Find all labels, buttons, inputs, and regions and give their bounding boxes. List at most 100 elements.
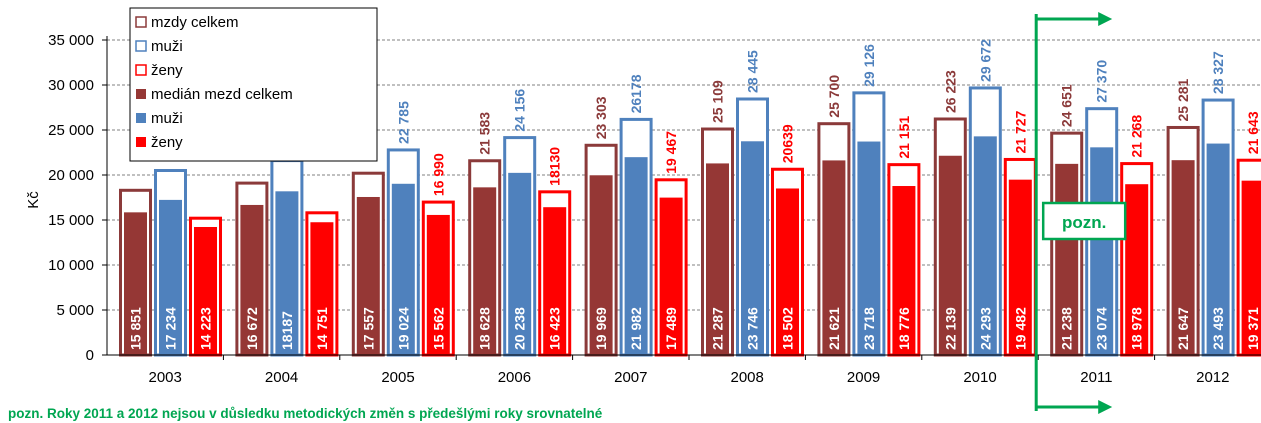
bar-filled — [426, 214, 450, 355]
x-tick-label: 2007 — [614, 369, 647, 386]
pozn-box-label: pozn. — [1062, 213, 1106, 232]
bar-value-label: 14 223 — [198, 307, 214, 350]
bar-filled — [391, 183, 415, 355]
bar-value-label: 26178 — [628, 74, 644, 113]
legend-swatch — [136, 137, 146, 147]
legend-entry-label: muži — [151, 110, 183, 127]
bar-value-label: 21 268 — [1129, 115, 1145, 158]
bar-filled — [1090, 147, 1114, 355]
bar-value-label: 21 151 — [896, 116, 912, 159]
bar-value-label: 15 562 — [430, 307, 446, 350]
y-tick-label: 15 000 — [48, 212, 94, 229]
x-tick-label: 2003 — [149, 369, 182, 386]
bar-value-label: 24 156 — [512, 89, 528, 132]
bar-value-label: 19 024 — [395, 307, 411, 350]
y-tick-label: 0 — [86, 347, 94, 364]
bar-filled — [706, 163, 729, 355]
legend-swatch — [135, 16, 147, 28]
bar-value-label: 18187 — [279, 311, 295, 350]
arrow-bottom-head — [1098, 400, 1113, 414]
legend-entry-label: mzdy celkem — [151, 14, 239, 31]
bar-filled — [973, 136, 997, 355]
bar-filled — [1206, 143, 1230, 355]
legend-swatch — [136, 89, 146, 99]
bar-filled — [473, 187, 497, 355]
data-labels: 21 583 23 303 25 109 25 700 26 223 24 651 25 2… — [128, 39, 1261, 350]
bar-filled — [776, 188, 799, 355]
bar-filled — [822, 160, 846, 355]
bars — [119, 86, 1261, 357]
arrow-top-head — [1098, 12, 1113, 26]
bar-value-label: 16 423 — [547, 307, 563, 350]
bar-value-label: 28 445 — [745, 50, 761, 93]
bar-value-label: 21 727 — [1012, 110, 1028, 153]
x-tick-label: 2005 — [381, 369, 414, 386]
bar-value-label: 21 643 — [1245, 111, 1261, 154]
legend-entry-label: ženy — [151, 62, 183, 79]
x-tick-label: 2004 — [265, 369, 298, 386]
bar-filled — [624, 157, 648, 355]
bar-value-label: 23 493 — [1210, 307, 1226, 350]
footnote: pozn. Roky 2011 a 2012 nejsou v důsledku… — [8, 406, 603, 421]
bar-filled — [240, 204, 264, 355]
bar-value-label: 19 969 — [593, 307, 609, 350]
y-tick-label: 25 000 — [48, 122, 94, 139]
x-tick-label: 2009 — [847, 369, 880, 386]
legend-box — [129, 7, 378, 162]
bar-filled — [741, 141, 764, 355]
y-tick-label: 35 000 — [48, 32, 94, 49]
x-tick-label: 2012 — [1196, 369, 1229, 386]
legend-entry-label: muži — [151, 38, 183, 55]
bar-filled — [589, 175, 613, 355]
bar-value-label: 23 746 — [745, 307, 761, 350]
pozn-box — [1041, 201, 1127, 241]
bar-filled — [857, 141, 881, 355]
bar-value-label: 21 238 — [1059, 307, 1075, 350]
bar-value-label: 25 281 — [1175, 78, 1191, 121]
bar-value-label: 16 990 — [430, 153, 446, 196]
bar-value-label: 28 327 — [1210, 51, 1226, 94]
y-tick-label: 10 000 — [48, 257, 94, 274]
bar-value-label: 15 851 — [128, 307, 144, 350]
bar-value-label: 29 672 — [977, 39, 993, 82]
bar-value-label: 22 785 — [395, 101, 411, 144]
bar-value-label: 18 502 — [780, 307, 796, 350]
x-tick-label: 2008 — [731, 369, 764, 386]
bar-value-label: 29 126 — [861, 44, 877, 87]
y-axis-label: Kč — [25, 191, 42, 209]
bar-filled — [124, 212, 147, 355]
legend-swatch — [135, 64, 147, 76]
bar-value-label: 20639 — [780, 124, 796, 163]
bar-filled — [659, 197, 683, 355]
bar-value-label: 24 293 — [977, 307, 993, 350]
legend-swatch — [136, 113, 146, 123]
bar-value-label: 17 234 — [163, 307, 179, 350]
y-tick-label: 5 000 — [56, 302, 94, 319]
bar-filled — [938, 155, 962, 355]
bar-value-label: 21 621 — [826, 307, 842, 350]
bar-value-label: 19 482 — [1012, 307, 1028, 350]
y-tick-label: 30 000 — [48, 77, 94, 94]
bar-value-label: 26 223 — [942, 70, 958, 113]
bar-value-label: 19 371 — [1245, 307, 1261, 350]
bar-filled — [1241, 180, 1261, 355]
bar-value-label: 18 776 — [896, 307, 912, 350]
axes: 0 5 000 10 000 15 000 20 000 25 000 30 000 35 0… — [48, 32, 1261, 386]
bar-value-label: 16 672 — [244, 307, 260, 350]
bar-filled — [892, 186, 916, 355]
bar-filled — [1125, 184, 1149, 355]
legend-entry-label: medián mezd celkem — [151, 86, 293, 103]
x-tick-label: 2006 — [498, 369, 531, 386]
bar-value-label: 21 982 — [628, 307, 644, 350]
bar-value-label: 25 109 — [710, 80, 726, 123]
x-tick-label: 2010 — [963, 369, 996, 386]
bar-value-label: 17 557 — [360, 307, 376, 350]
bar-filled — [508, 172, 532, 355]
bar-filled — [1171, 160, 1195, 355]
y-tick-label: 20 000 — [48, 167, 94, 184]
bar-value-label: 14 751 — [314, 307, 330, 350]
bar-value-label: 21 583 — [477, 112, 493, 155]
bar-value-label: 17 489 — [663, 307, 679, 350]
bar-value-label: 19 467 — [663, 131, 679, 174]
